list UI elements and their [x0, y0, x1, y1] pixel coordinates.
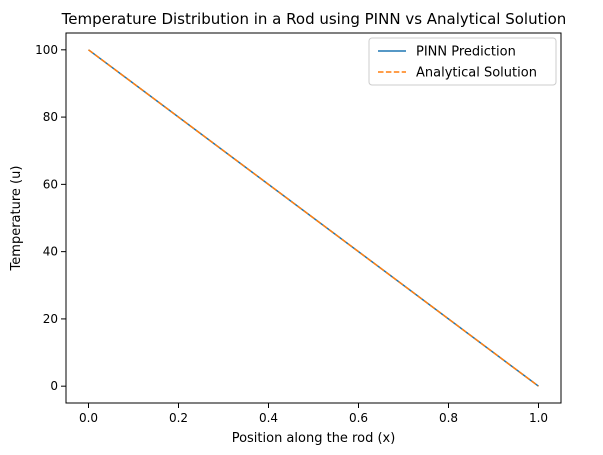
- y-tick-label: 40: [43, 245, 58, 259]
- y-axis-ticks: 0 20 40 60 80 100: [35, 43, 66, 393]
- legend: PINN Prediction Analytical Solution: [368, 37, 557, 86]
- series-layer: [88, 49, 539, 387]
- y-tick-label: 60: [43, 177, 58, 191]
- x-tick-label: 0.6: [349, 411, 368, 425]
- chart-title: Temperature Distribution in a Rod using …: [61, 10, 567, 28]
- y-tick-label: 0: [50, 379, 58, 393]
- y-axis-label: Temperature (u): [9, 166, 24, 272]
- y-tick-label: 20: [43, 312, 58, 326]
- plot-area: [65, 32, 562, 404]
- legend-box: [368, 37, 557, 86]
- x-axis-label: Position along the rod (x): [232, 431, 396, 446]
- x-tick-label: 1.0: [529, 411, 548, 425]
- y-tick-label: 100: [35, 43, 58, 57]
- x-tick-label: 0.2: [169, 411, 188, 425]
- x-tick-label: 0.4: [259, 411, 278, 425]
- legend-label: PINN Prediction: [416, 45, 516, 60]
- x-tick-label: 0.8: [439, 411, 458, 425]
- x-tick-label: 0.0: [79, 411, 98, 425]
- series-line-analytical-solution: [88, 49, 539, 387]
- y-tick-label: 80: [43, 110, 58, 124]
- legend-label: Analytical Solution: [416, 66, 537, 81]
- x-axis-ticks: 0.0 0.2 0.4 0.6 0.8 1.0: [79, 403, 548, 425]
